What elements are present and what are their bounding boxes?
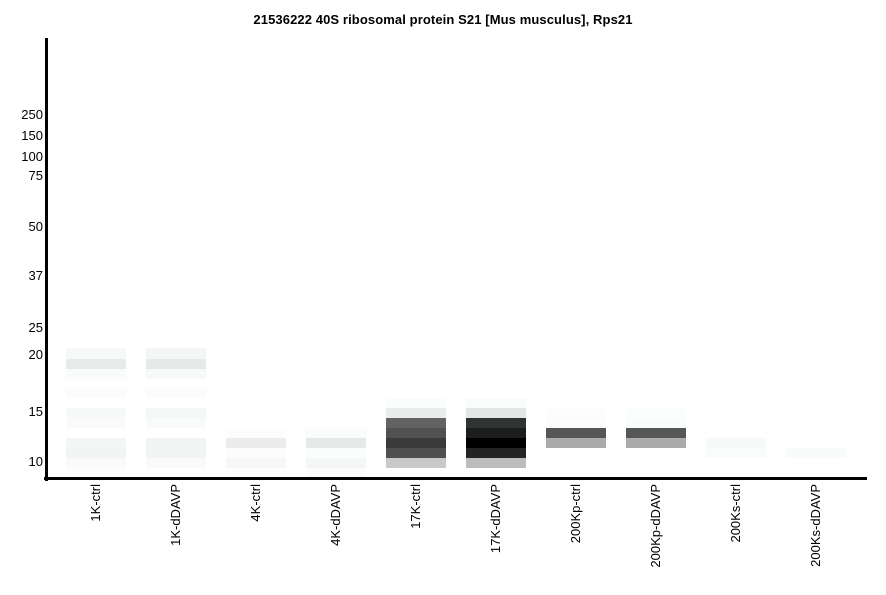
chart-title: 21536222 40S ribosomal protein S21 [Mus … — [253, 12, 633, 27]
gel-band — [386, 458, 446, 468]
gel-band — [146, 458, 206, 468]
lane-1K-dDAVP — [146, 0, 206, 481]
gel-lanes — [66, 0, 846, 481]
gel-band — [66, 359, 126, 369]
gel-band — [786, 448, 846, 458]
gel-band — [546, 408, 606, 418]
gel-band — [146, 418, 206, 428]
x-axis-lane-label: 4K-ctrl — [248, 484, 263, 522]
y-axis-tick-label: 150 — [21, 128, 43, 143]
x-axis-lane-label: 17K-ctrl — [408, 484, 423, 529]
gel-band — [386, 408, 446, 418]
gel-band — [306, 428, 366, 438]
gel-band — [146, 408, 206, 418]
gel-band — [66, 468, 126, 477]
gel-band — [226, 458, 286, 468]
gel-band — [146, 348, 206, 359]
gel-band — [66, 369, 126, 379]
gel-band — [66, 448, 126, 458]
gel-band — [386, 428, 446, 438]
gel-band — [66, 438, 126, 448]
gel-band — [146, 359, 206, 369]
gel-band — [66, 348, 126, 359]
x-axis-lane-label: 17K-dDAVP — [488, 484, 503, 554]
gel-band — [226, 468, 286, 477]
x-axis-lane-label: 1K-ctrl — [88, 484, 103, 522]
gel-band — [466, 448, 526, 458]
gel-band — [146, 388, 206, 398]
y-axis-tick-label: 250 — [21, 107, 43, 122]
gel-band — [386, 438, 446, 448]
gel-band — [546, 428, 606, 438]
lane-200Ks-ctrl — [706, 0, 766, 481]
gel-band — [626, 428, 686, 438]
y-axis-tick-label: 50 — [28, 219, 43, 234]
gel-band — [466, 398, 526, 408]
gel-band — [546, 418, 606, 428]
gel-band — [626, 408, 686, 418]
x-axis-lane-label: 1K-dDAVP — [168, 484, 183, 546]
gel-band — [226, 448, 286, 458]
gel-band — [626, 418, 686, 428]
lane-4K-ctrl — [226, 0, 286, 481]
gel-band — [66, 388, 126, 398]
gel-band — [146, 438, 206, 448]
gel-band — [306, 448, 366, 458]
y-axis-tick-label: 10 — [28, 454, 43, 469]
y-axis-labels: 250 150 100 75 50 37 25 20 15 10 — [0, 0, 43, 595]
gel-band — [386, 448, 446, 458]
gel-band — [146, 369, 206, 379]
gel-band — [706, 438, 766, 448]
gel-band — [146, 448, 206, 458]
x-axis-lane-label: 200Ks-ctrl — [728, 484, 743, 543]
gel-band — [306, 438, 366, 448]
y-axis-tick-label: 37 — [28, 268, 43, 283]
gel-band — [386, 418, 446, 428]
x-axis-lane-label: 200Kp-ctrl — [568, 484, 583, 544]
gel-band — [626, 438, 686, 448]
lane-200Kp-dDAVP — [626, 0, 686, 481]
lane-200Kp-ctrl — [546, 0, 606, 481]
x-axis-lane-label: 200Ks-dDAVP — [808, 484, 823, 567]
x-axis-lane-label: 4K-dDAVP — [328, 484, 343, 546]
y-axis-tick-label: 75 — [28, 168, 43, 183]
y-axis-tick-label: 15 — [28, 404, 43, 419]
gel-band — [466, 408, 526, 418]
gel-band — [66, 408, 126, 418]
gel-band — [66, 418, 126, 428]
x-axis-lane-label: 200Kp-dDAVP — [648, 484, 663, 568]
gel-band — [306, 468, 366, 477]
gel-band — [466, 438, 526, 448]
lane-1K-ctrl — [66, 0, 126, 481]
gel-band — [466, 458, 526, 468]
y-axis-tick-label: 25 — [28, 320, 43, 335]
x-axis-line — [44, 477, 867, 480]
lane-200Ks-dDAVP — [786, 0, 846, 481]
gel-band — [66, 458, 126, 468]
gel-band — [306, 458, 366, 468]
y-axis-tick-label: 20 — [28, 347, 43, 362]
gel-band — [386, 398, 446, 408]
gel-band — [466, 418, 526, 428]
y-axis-tick-label: 100 — [21, 149, 43, 164]
lane-17K-ctrl — [386, 0, 446, 481]
gel-band — [706, 448, 766, 458]
gel-band — [226, 438, 286, 448]
y-axis-line — [45, 38, 48, 481]
lane-17K-dDAVP — [466, 0, 526, 481]
lane-4K-dDAVP — [306, 0, 366, 481]
gel-band — [546, 438, 606, 448]
gel-band — [226, 428, 286, 438]
gel-band — [466, 428, 526, 438]
